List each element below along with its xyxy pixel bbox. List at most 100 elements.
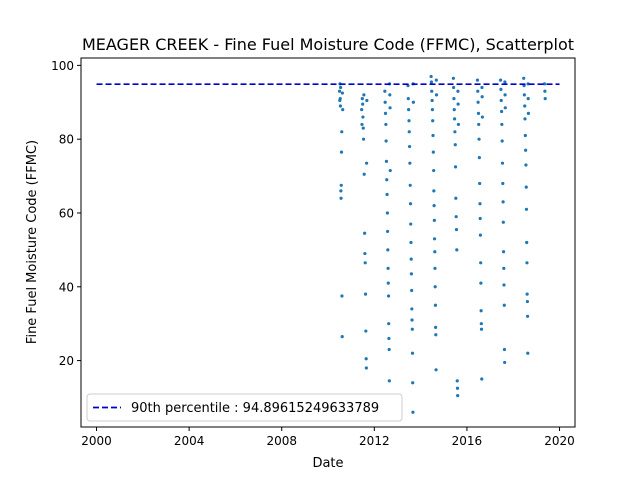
data-point: [363, 261, 367, 265]
x-tick-label: 2016: [452, 434, 483, 448]
data-point: [453, 143, 457, 147]
data-point: [498, 78, 503, 82]
data-point: [410, 288, 414, 293]
y-tick-label: 40: [59, 280, 74, 294]
data-point: [523, 104, 527, 108]
y-tick-label: 80: [59, 133, 74, 147]
x-axis: 2000 2004 2008 2012 2016 2020: [81, 427, 575, 448]
data-point: [456, 89, 460, 93]
data-point: [503, 360, 507, 365]
data-point: [524, 148, 528, 152]
data-point: [388, 168, 392, 173]
data-point: [338, 96, 342, 101]
data-point: [364, 357, 368, 361]
y-axis-label: Fine Fuel Moisture Code (FFMC): [25, 140, 40, 344]
data-point: [501, 181, 505, 186]
data-point: [362, 172, 366, 176]
data-point: [433, 266, 437, 270]
data-point: [386, 248, 390, 252]
data-point: [524, 207, 529, 211]
data-point: [500, 109, 504, 114]
data-point: [432, 204, 436, 208]
data-point: [433, 285, 437, 289]
data-point: [479, 261, 483, 265]
data-point: [341, 108, 345, 112]
data-point: [501, 220, 505, 224]
data-point: [410, 307, 414, 311]
data-point: [434, 325, 438, 329]
data-point: [477, 156, 481, 160]
data-point: [477, 122, 481, 127]
data-point: [500, 139, 504, 143]
data-point: [478, 233, 483, 237]
data-point: [430, 98, 434, 103]
data-point: [361, 126, 365, 130]
data-point: [434, 368, 438, 372]
data-point: [476, 89, 480, 93]
data-point: [339, 196, 343, 200]
legend-box: [86, 393, 403, 422]
data-point: [479, 309, 483, 313]
data-point: [503, 93, 507, 97]
data-point: [410, 327, 414, 331]
data-point: [434, 333, 438, 337]
legend: 90th percentile : 94.89615249633789: [86, 393, 403, 422]
data-point: [411, 381, 415, 385]
data-point: [452, 117, 457, 121]
data-point: [387, 322, 391, 326]
data-point: [429, 80, 434, 84]
data-point: [455, 386, 460, 390]
data-point: [456, 102, 460, 106]
data-point: [453, 165, 458, 169]
data-point: [499, 98, 503, 103]
data-point: [406, 96, 410, 101]
data-point: [434, 78, 438, 82]
data-point: [451, 76, 455, 80]
data-point: [525, 314, 530, 318]
data-point: [480, 95, 484, 99]
x-tick-label: 2004: [174, 434, 205, 448]
data-point: [454, 196, 458, 200]
data-point: [456, 122, 461, 127]
data-point: [362, 93, 366, 97]
data-point: [480, 85, 484, 90]
x-tick-label: 2008: [266, 434, 297, 448]
data-point: [340, 294, 344, 298]
data-point: [478, 216, 482, 221]
data-point: [543, 89, 547, 93]
data-point: [388, 106, 392, 110]
data-point: [479, 327, 484, 331]
data-point: [523, 117, 527, 121]
data-point: [409, 240, 413, 245]
data-point: [432, 168, 436, 173]
data-point: [409, 222, 413, 226]
data-point: [407, 130, 411, 134]
data-point: [385, 229, 390, 234]
data-point: [455, 248, 459, 252]
data-point: [386, 281, 390, 285]
data-point: [365, 161, 369, 165]
data-point: [542, 82, 547, 86]
data-point: [432, 237, 437, 241]
data-point: [408, 202, 413, 206]
data-point: [340, 335, 344, 339]
data-point: [452, 85, 456, 90]
data-point: [408, 183, 412, 187]
data-point: [456, 394, 460, 398]
data-point: [361, 137, 366, 141]
x-tick-label: 2000: [81, 434, 112, 448]
data-point: [339, 183, 343, 187]
data-point: [476, 100, 480, 104]
data-point: [339, 85, 343, 90]
data-point: [408, 161, 412, 165]
data-point: [387, 336, 391, 341]
data-point: [434, 93, 439, 97]
scatter-points: [337, 74, 547, 414]
data-point: [452, 96, 456, 101]
data-point: [432, 218, 436, 222]
data-point: [543, 96, 547, 101]
data-point: [383, 89, 387, 93]
data-point: [388, 93, 392, 97]
data-point: [409, 272, 414, 276]
